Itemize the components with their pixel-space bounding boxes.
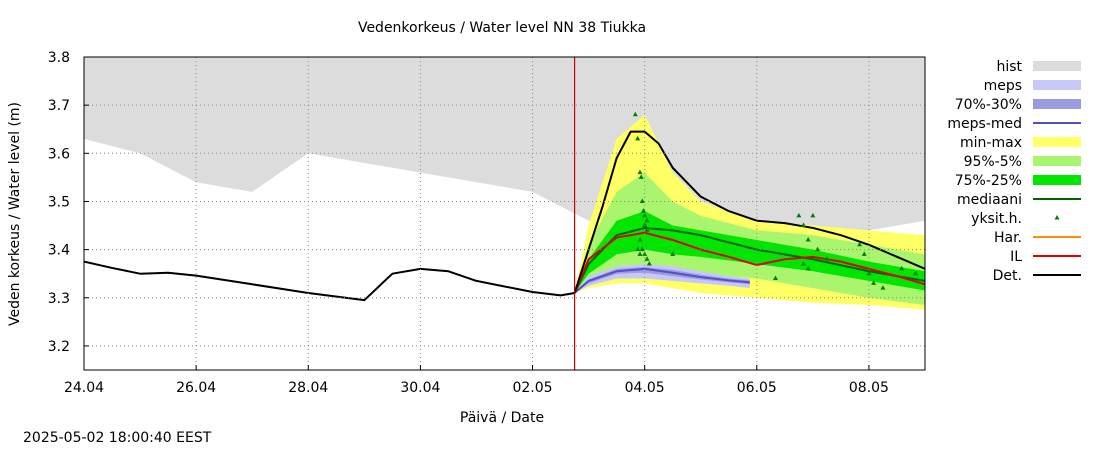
yksit-point: [637, 169, 643, 175]
legend-item-il: IL: [1010, 249, 1081, 265]
p70-p30-band: [574, 266, 750, 293]
yksit-point: [824, 256, 830, 261]
yksit-point: [772, 275, 778, 281]
yksit-point: [857, 241, 863, 247]
yksit-point: [805, 236, 811, 242]
legend-swatch: [1033, 80, 1081, 90]
x-tick-label: 28.04: [288, 380, 328, 396]
yksit-point: [635, 135, 641, 141]
legend: hist meps 70%-30% meps-med min-max 95%-5% 75%-…: [947, 59, 1081, 284]
legend-label: min-max: [960, 135, 1022, 151]
y-tick-label: 3.4: [48, 243, 70, 259]
legend-swatch: [1033, 156, 1081, 166]
plot-area: [84, 57, 925, 310]
yksit-point: [861, 251, 867, 256]
legend-label: Har.: [994, 230, 1022, 246]
observed-line: [84, 260, 575, 302]
yksit-point: [642, 222, 648, 228]
plot-frame: [83, 56, 926, 371]
legend-item-meps: meps: [984, 78, 1081, 94]
yksit-point: [810, 212, 816, 218]
yksit-point: [670, 251, 676, 256]
yksit-point: [805, 265, 811, 271]
yksit-point: [913, 270, 919, 276]
legend-label: meps-med: [947, 116, 1022, 132]
y-tick-label: 3.6: [48, 146, 70, 162]
legend-label: 75%-25%: [955, 173, 1022, 189]
legend-item-75-25: 75%-25%: [955, 173, 1081, 189]
legend-item-meps-med: meps-med: [947, 116, 1081, 132]
y-tick-label: 3.7: [48, 98, 70, 114]
legend-item-min-max: min-max: [960, 135, 1081, 151]
chart-title: Vedenkorkeus / Water level NN 38 Tiukka: [358, 20, 646, 36]
legend-item-95-5: 95%-5%: [964, 154, 1081, 170]
legend-swatch: [1033, 61, 1081, 71]
y-axis-label: Veden korkeus / Water level (m): [7, 102, 23, 326]
legend-item-mediaani: mediaani: [957, 192, 1081, 208]
legend-label: Det.: [993, 268, 1022, 284]
y-tick-label: 3.3: [48, 291, 70, 307]
x-tick-label: 04.05: [625, 380, 665, 396]
yksit-point: [638, 174, 644, 179]
yksit-point: [880, 285, 886, 290]
yksit-point: [801, 261, 807, 266]
x-tick-label: 08.05: [849, 380, 889, 396]
legend-label: 70%-30%: [955, 97, 1022, 113]
y-axis: 3.2 3.3 3.4 3.5 3.6 3.7 3.8: [48, 50, 89, 355]
yksit-point: [644, 217, 650, 223]
x-tick-label: 06.05: [737, 380, 777, 396]
yksit-point: [646, 261, 652, 266]
legend-item-70-30: 70%-30%: [955, 97, 1081, 113]
yksit-point: [640, 208, 646, 213]
yksit-point: [644, 227, 650, 232]
legend-swatch: [1033, 137, 1081, 147]
yksit-point: [801, 222, 807, 228]
yksit-point: [871, 280, 877, 285]
yksit-point: [637, 236, 643, 242]
yksit-point: [639, 198, 645, 203]
legend-item-yksit-h: yksit.h.: [971, 211, 1060, 227]
legend-swatch: [1033, 175, 1081, 185]
il-line: [573, 231, 925, 294]
yksit-point: [632, 111, 638, 117]
legend-label: meps: [984, 78, 1022, 94]
x-tick-label: 02.05: [512, 380, 552, 396]
yksit-point: [639, 246, 645, 252]
legend-label: yksit.h.: [971, 211, 1022, 227]
timestamp: 2025-05-02 18:00:40 EEST: [23, 430, 212, 446]
x-tick-label: 24.04: [64, 380, 104, 396]
legend-item-har: Har.: [994, 230, 1081, 246]
legend-item-hist: hist: [996, 59, 1081, 75]
legend-label: hist: [996, 59, 1022, 75]
yksit-point: [796, 212, 802, 218]
y-tick-label: 3.5: [48, 194, 70, 210]
legend-label: mediaani: [957, 192, 1022, 208]
x-axis-label: Päivä / Date: [460, 410, 544, 426]
legend-swatch: [1033, 99, 1081, 109]
det-line: [573, 130, 925, 294]
legend-item-det: Det.: [993, 268, 1081, 284]
yksit-point: [644, 256, 650, 261]
legend-label: 95%-5%: [964, 154, 1022, 170]
y-tick-label: 3.2: [48, 339, 70, 355]
x-tick-label: 30.04: [400, 380, 440, 396]
yksit-point: [866, 270, 872, 276]
yksit-point: [637, 251, 643, 256]
yksit-point: [642, 212, 648, 218]
yksit-point: [899, 265, 905, 271]
y-tick-label: 3.8: [48, 50, 70, 66]
legend-swatch: [1054, 215, 1060, 220]
hist-area: [84, 57, 925, 245]
legend-label: IL: [1010, 249, 1022, 265]
x-tick-label: 26.04: [176, 380, 216, 396]
meps-med-line: [573, 267, 750, 294]
x-axis: 24.04 26.04 28.04 30.04 02.05 04.05 06.05 08.05: [64, 365, 889, 396]
p75-p25-band: [574, 211, 925, 293]
